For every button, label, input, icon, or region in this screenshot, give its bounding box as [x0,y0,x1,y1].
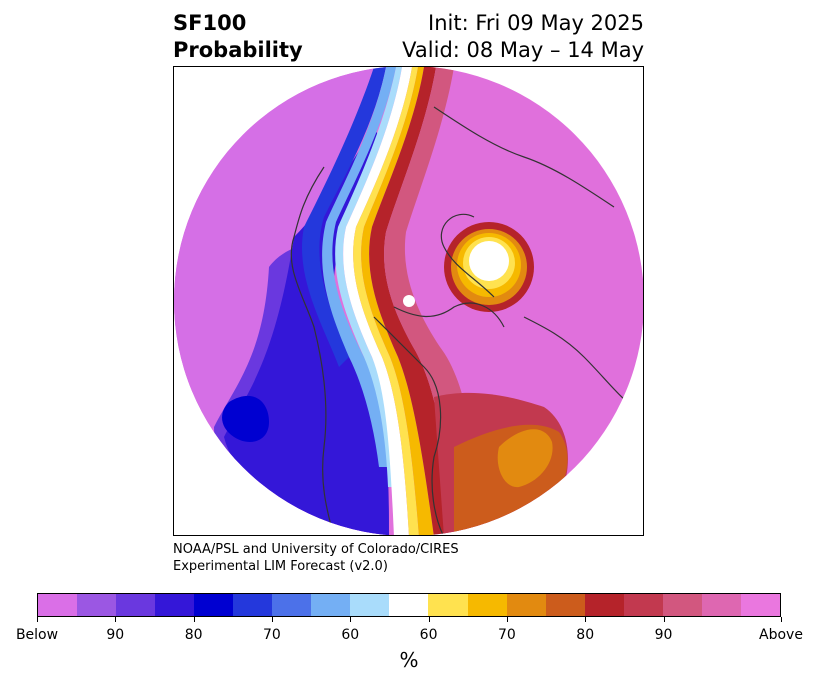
colorbar-segment [272,594,312,616]
colorbar [37,593,781,617]
variable-name: SF100 [173,11,247,35]
forecast-kind: Probability [173,38,303,62]
title-left: SF100 Probability [173,10,303,64]
colorbar-unit: % [399,648,419,672]
colorbar-tick-mark [428,617,430,622]
colorbar-tick-mark [663,617,665,622]
colorbar-tick-mark [115,617,117,622]
title-right: Init: Fri 09 May 2025 Valid: 08 May – 14… [402,10,644,64]
above-band-gold [361,67,434,535]
colorbar-tick-mark [585,617,587,622]
colorbar-tick-label: Above [759,627,803,643]
colorbar-tick-label: 80 [184,627,203,643]
colorbar-segment [311,594,351,616]
colorbar-segment [701,594,741,616]
colorbar-segment [545,594,585,616]
colorbar-tick-label: Below [15,627,59,643]
colorbar-segment [623,594,663,616]
colorbar-tick-label: 90 [106,627,125,643]
north-pole-marker [403,295,415,307]
colorbar-segment [740,594,780,616]
colorbar-tick-mark [193,617,195,622]
colorbar-segment [155,594,195,616]
east-above-core [497,429,553,488]
below-strip-blue [302,67,386,367]
colorbar-segment [584,594,624,616]
colorbar-tick-label: 80 [576,627,595,643]
neutral-band [343,67,412,535]
colorbar-segment [350,594,390,616]
colorbar-tick-label: 60 [341,627,360,643]
coastlines [290,106,635,535]
colorbar-segment [428,594,468,616]
colorbar-tick-label: 60 [419,627,438,643]
below-core [222,395,269,442]
colorbar-tick-label: 70 [263,627,281,643]
colorbar-tick-mark [37,617,38,622]
colorbar-tick-mark [350,617,352,622]
colorbar-segment [662,594,702,616]
credit-line-1: NOAA/PSL and University of Colorado/CIRE… [173,542,459,557]
colorbar-tick-mark [506,617,508,622]
colorbar-segment [77,594,117,616]
colorbar-segment [506,594,546,616]
colorbar-segment [194,594,234,616]
credit-line-2: Experimental LIM Forecast (v2.0) [173,559,388,574]
map-frame [173,66,644,536]
colorbar-segment [38,594,78,616]
colorbar-segment [467,594,507,616]
colorbar-tick-mark [781,617,782,622]
valid-range: Valid: 08 May – 14 May [402,38,644,62]
credit: NOAA/PSL and University of Colorado/CIRE… [173,541,459,575]
colorbar-segment [389,594,429,616]
colorbar-segment [233,594,273,616]
siberia-center [469,241,509,281]
above-band-red [369,67,454,535]
init-date: Init: Fri 09 May 2025 [428,11,644,35]
colorbar-segment [116,594,156,616]
colorbar-tick-label: 70 [497,627,516,643]
probability-map [174,67,643,535]
colorbar-tick-mark [271,617,273,622]
colorbar-tick-label: 90 [654,627,673,643]
above-band-yellow [353,67,419,535]
